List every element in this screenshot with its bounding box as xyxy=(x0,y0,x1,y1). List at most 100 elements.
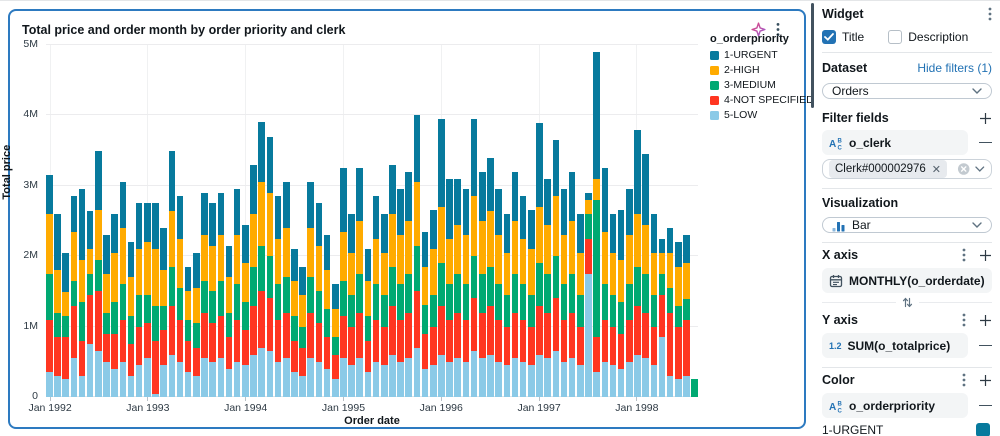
bar-segment[interactable] xyxy=(152,393,159,397)
bar-segment[interactable] xyxy=(331,284,339,310)
bar-segment[interactable] xyxy=(46,372,53,397)
stacked-bar[interactable] xyxy=(609,214,617,397)
bar-segment[interactable] xyxy=(544,358,551,397)
stacked-bar[interactable] xyxy=(519,196,527,397)
bar-segment[interactable] xyxy=(528,365,535,397)
bar-segment[interactable] xyxy=(470,256,478,299)
bar-segment[interactable] xyxy=(331,309,339,338)
bar-segment[interactable] xyxy=(372,284,380,320)
bar-segment[interactable] xyxy=(609,326,617,366)
bar-segment[interactable] xyxy=(103,273,110,313)
bar-segment[interactable] xyxy=(454,224,462,274)
bar-segment[interactable] xyxy=(454,312,462,359)
bar-segment[interactable] xyxy=(274,196,282,239)
legend-item[interactable]: 1-URGENT xyxy=(710,49,806,61)
swap-axes-icon[interactable] xyxy=(902,297,913,308)
add-y-axis-field-icon[interactable] xyxy=(979,314,992,327)
bar-segment[interactable] xyxy=(364,372,372,397)
bar-segment[interactable] xyxy=(683,235,690,264)
bar-segment[interactable] xyxy=(119,182,127,229)
bar-segment[interactable] xyxy=(258,245,265,292)
bar-segment[interactable] xyxy=(544,224,551,274)
bar-segment[interactable] xyxy=(225,312,233,338)
bar-segment[interactable] xyxy=(429,249,437,295)
bar-segment[interactable] xyxy=(225,277,233,313)
bar-segment[interactable] xyxy=(519,319,527,362)
bar-segment[interactable] xyxy=(135,326,143,366)
bar-segment[interactable] xyxy=(421,368,429,397)
stacked-bar[interactable] xyxy=(282,182,290,397)
bar-segment[interactable] xyxy=(233,284,241,320)
bar-segment[interactable] xyxy=(577,214,584,253)
bar-segment[interactable] xyxy=(503,252,511,295)
bar-segment[interactable] xyxy=(160,330,167,366)
bar-segment[interactable] xyxy=(103,312,110,334)
bar-segment[interactable] xyxy=(429,294,437,327)
stacked-bar[interactable] xyxy=(95,150,102,397)
bar-segment[interactable] xyxy=(421,333,429,369)
bar-segment[interactable] xyxy=(274,319,282,362)
bar-segment[interactable] xyxy=(282,182,290,229)
bar-segment[interactable] xyxy=(519,238,527,285)
bar-segment[interactable] xyxy=(634,266,641,306)
bar-segment[interactable] xyxy=(650,326,658,366)
stacked-bar[interactable] xyxy=(421,231,429,397)
bar-segment[interactable] xyxy=(217,235,225,281)
bar-segment[interactable] xyxy=(95,259,102,292)
bar-segment[interactable] xyxy=(95,291,102,352)
stacked-bar[interactable] xyxy=(258,122,265,397)
add-filter-field-icon[interactable] xyxy=(979,112,992,125)
stacked-bar[interactable] xyxy=(364,249,372,397)
bar-segment[interactable] xyxy=(86,210,94,250)
bar-segment[interactable] xyxy=(446,238,453,285)
bar-segment[interactable] xyxy=(666,312,674,376)
bar-segment[interactable] xyxy=(405,273,413,313)
bar-segment[interactable] xyxy=(242,263,249,302)
bar-segment[interactable] xyxy=(397,189,404,236)
bar-segment[interactable] xyxy=(446,284,453,320)
bar-segment[interactable] xyxy=(127,344,135,376)
stacked-bar[interactable] xyxy=(658,238,666,397)
bar-segment[interactable] xyxy=(372,361,380,397)
bar-segment[interactable] xyxy=(127,375,135,397)
bar-segment[interactable] xyxy=(201,192,208,236)
x-axis-field-pill[interactable]: MONTHLY(o_orderdate) xyxy=(822,268,992,293)
bar-segment[interactable] xyxy=(356,168,364,222)
bar-segment[interactable] xyxy=(225,337,233,369)
bar-segment[interactable] xyxy=(356,221,364,274)
bar-segment[interactable] xyxy=(519,196,527,239)
bar-segment[interactable] xyxy=(634,214,641,267)
chip-remove-icon[interactable]: ✕ xyxy=(931,163,942,176)
legend-item[interactable]: 5-LOW xyxy=(710,109,806,121)
stacked-bar[interactable] xyxy=(160,228,167,397)
bar-segment[interactable] xyxy=(176,319,184,362)
filter-value-chip[interactable]: Clerk#000002976 ✕ xyxy=(829,160,948,178)
bar-segment[interactable] xyxy=(389,266,396,306)
bar-segment[interactable] xyxy=(299,375,306,397)
stacked-bar[interactable] xyxy=(585,192,592,397)
bar-segment[interactable] xyxy=(462,319,470,362)
bar-segment[interactable] xyxy=(282,228,290,278)
bar-segment[interactable] xyxy=(495,235,502,285)
bar-segment[interactable] xyxy=(348,214,355,253)
stacked-bars[interactable] xyxy=(46,45,698,397)
bar-segment[interactable] xyxy=(78,340,86,376)
stacked-bar[interactable] xyxy=(209,203,216,397)
bar-segment[interactable] xyxy=(438,119,445,208)
bar-segment[interactable] xyxy=(536,207,543,264)
bar-segment[interactable] xyxy=(258,291,265,348)
bar-segment[interactable] xyxy=(95,210,102,260)
stacked-bar[interactable] xyxy=(397,189,404,397)
bar-segment[interactable] xyxy=(119,284,127,320)
x-axis-kebab-menu-icon[interactable] xyxy=(962,248,966,262)
stacked-bar[interactable] xyxy=(315,203,323,397)
bar-segment[interactable] xyxy=(184,372,192,397)
bar-segment[interactable] xyxy=(176,287,184,320)
bar-segment[interactable] xyxy=(568,312,576,359)
color-item-swatch[interactable] xyxy=(976,423,990,436)
bar-segment[interactable] xyxy=(470,196,478,257)
bar-segment[interactable] xyxy=(617,368,625,397)
bar-segment[interactable] xyxy=(242,301,249,331)
stacked-bar[interactable] xyxy=(184,266,192,397)
bar-segment[interactable] xyxy=(438,207,445,264)
